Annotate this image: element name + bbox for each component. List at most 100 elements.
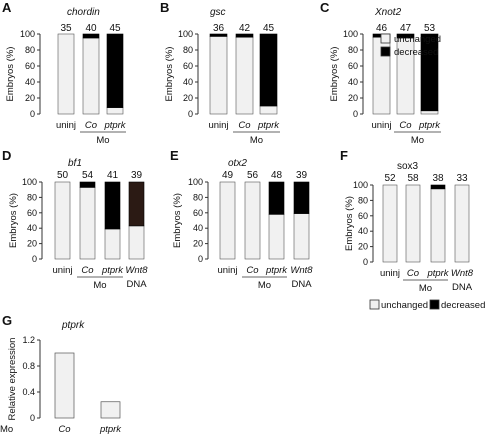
count-label: 52 (384, 173, 396, 184)
count-label: 42 (239, 23, 251, 34)
y-tick-label: 60 (358, 211, 368, 221)
category-label: ptprk (265, 265, 288, 276)
count-label: 39 (296, 170, 308, 181)
bar-decreased (293, 181, 310, 214)
y-axis-label: Relative expression (7, 338, 18, 421)
bar-unchanged (235, 36, 254, 115)
group-label: Mo (93, 280, 106, 291)
bar-unchanged (259, 105, 278, 115)
legend-label-decreased: decreased (441, 300, 485, 311)
bar-decreased (396, 33, 415, 39)
y-axis-label: Embryos (%) (8, 193, 19, 248)
category-label: ptprk (418, 120, 441, 131)
bar-unchanged (420, 110, 439, 115)
gene-title: otx2 (228, 158, 247, 169)
y-tick-label: 0 (30, 109, 35, 119)
y-tick-label: 60 (27, 208, 37, 218)
y-tick-label: 0 (32, 254, 37, 264)
count-label: 38 (432, 173, 444, 184)
y-tick-label: 40 (183, 77, 193, 87)
y-tick-label: 0 (198, 254, 203, 264)
bar-unchanged (57, 33, 75, 115)
dna-label: DNA (452, 282, 473, 293)
y-tick-label: 40 (358, 226, 368, 236)
bar-unchanged (405, 184, 421, 263)
bar-decreased (128, 181, 145, 227)
count-label: 40 (85, 23, 97, 34)
count-label: 54 (82, 170, 94, 181)
count-label: 36 (213, 23, 225, 34)
y-tick-label: 0 (30, 413, 35, 423)
y-tick-label: 60 (193, 208, 203, 218)
bar-unchanged (430, 188, 446, 263)
category-label: ptprk (426, 268, 449, 279)
group-label: Mo (96, 135, 109, 146)
y-tick-label: 0.8 (22, 361, 35, 371)
bar-decreased (82, 33, 100, 39)
category-label: uninj (208, 120, 228, 131)
bar-decreased (430, 184, 446, 190)
bar-unchanged (104, 228, 121, 260)
y-axis-label: Embryos (%) (344, 196, 355, 251)
y-tick-label: 20 (358, 242, 368, 252)
legend-swatch-unchanged (369, 299, 380, 310)
group-label: Mo (411, 135, 424, 146)
bar-decreased (79, 181, 96, 188)
dna-label: DNA (291, 279, 312, 290)
category-label: uninj (52, 265, 72, 276)
legend-swatch-unchanged (380, 33, 391, 44)
gene-title: Xnot2 (374, 7, 402, 18)
bar-unchanged (128, 225, 145, 260)
count-label: 50 (57, 170, 69, 181)
count-label: 49 (222, 170, 234, 181)
y-tick-label: 80 (27, 192, 37, 202)
panel-letter: F (340, 148, 348, 163)
y-tick-label: 20 (25, 93, 35, 103)
category-label: Wnt8 (451, 268, 474, 279)
y-tick-label: 80 (183, 45, 193, 55)
panel-letter: A (2, 0, 12, 15)
legend-bottom: unchanged decreased (369, 299, 485, 311)
y-tick-label: 80 (193, 192, 203, 202)
dna-label: DNA (126, 279, 147, 290)
gene-title: sox3 (397, 161, 419, 172)
category-label: Co (399, 120, 411, 131)
row-label: Mo (0, 424, 13, 435)
bar-decreased (268, 181, 285, 215)
count-label: 33 (456, 173, 468, 184)
legend-label-unchanged: unchanged (381, 300, 428, 311)
bar-unchanged (244, 181, 261, 260)
gene-title: gsc (210, 7, 226, 18)
bar-unchanged (454, 184, 470, 263)
bar-decreased (209, 33, 228, 37)
y-tick-label: 20 (183, 93, 193, 103)
count-label: 53 (424, 23, 436, 34)
bar-decreased (104, 181, 121, 230)
category-label: ptprk (257, 120, 280, 131)
y-tick-label: 100 (343, 29, 358, 39)
y-tick-label: 0.4 (22, 387, 35, 397)
bar-decreased (235, 33, 254, 38)
y-tick-label: 100 (22, 177, 37, 187)
category-label: Co (238, 120, 250, 131)
y-tick-label: 20 (193, 239, 203, 249)
y-axis-label: Embryos (%) (5, 47, 16, 102)
group-label: Mo (419, 283, 432, 294)
y-tick-label: 40 (25, 77, 35, 87)
y-tick-label: 0 (353, 109, 358, 119)
y-tick-label: 0 (188, 109, 193, 119)
count-label: 35 (60, 23, 72, 34)
count-label: 45 (109, 23, 121, 34)
gene-title: ptprk (61, 320, 85, 331)
category-label: uninj (371, 120, 391, 131)
y-tick-label: 100 (353, 180, 368, 190)
y-tick-label: 60 (25, 61, 35, 71)
category-label: ptprk (99, 424, 122, 435)
group-label: Mo (258, 280, 271, 291)
bar-unchanged (268, 214, 285, 260)
